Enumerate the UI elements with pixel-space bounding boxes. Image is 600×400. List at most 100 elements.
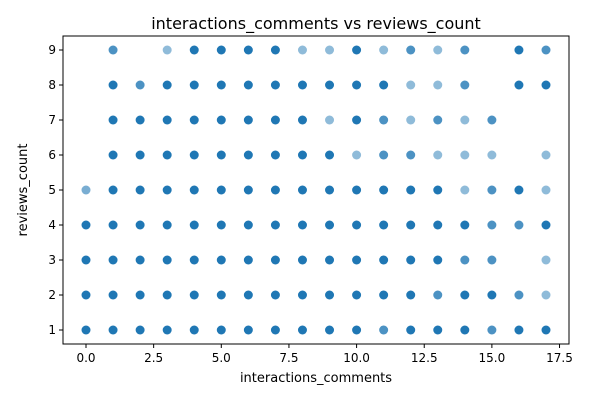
scatter-point — [81, 255, 91, 265]
scatter-point — [379, 185, 389, 195]
scatter-point — [433, 325, 443, 335]
x-tick-label: 12.5 — [411, 351, 438, 365]
scatter-point — [108, 150, 118, 160]
scatter-point — [325, 325, 335, 335]
scatter-point — [162, 325, 172, 335]
scatter-point — [135, 220, 145, 230]
scatter-point — [379, 115, 389, 125]
scatter-point — [460, 220, 470, 230]
scatter-point — [325, 45, 335, 55]
scatter-point — [297, 80, 307, 90]
x-axis: 0.0 2.5 5.0 7.5 10.0 12.5 15.0 17.5 — [76, 344, 573, 365]
x-axis-label: interactions_comments — [240, 371, 392, 386]
x-tick-label: 0.0 — [76, 351, 95, 365]
scatter-point — [270, 255, 280, 265]
scatter-point — [460, 290, 470, 300]
scatter-point — [460, 80, 470, 90]
scatter-point — [108, 80, 118, 90]
scatter-point — [189, 185, 199, 195]
scatter-point — [189, 45, 199, 55]
scatter-point — [487, 185, 497, 195]
scatter-point — [270, 80, 280, 90]
y-tick-label: 3 — [48, 253, 56, 267]
scatter-point — [216, 185, 226, 195]
scatter-point — [243, 325, 253, 335]
scatter-point — [433, 45, 443, 55]
scatter-point — [135, 80, 145, 90]
scatter-point — [270, 150, 280, 160]
scatter-point — [325, 290, 335, 300]
scatter-point — [162, 255, 172, 265]
scatter-point — [379, 325, 389, 335]
scatter-point — [541, 255, 551, 265]
scatter-point — [243, 185, 253, 195]
scatter-point — [541, 150, 551, 160]
scatter-point — [487, 150, 497, 160]
scatter-point — [352, 325, 362, 335]
scatter-point — [243, 290, 253, 300]
y-axis: 1 2 3 4 5 6 7 8 9 — [48, 43, 63, 337]
scatter-point — [433, 80, 443, 90]
scatter-point — [406, 255, 416, 265]
scatter-point — [243, 220, 253, 230]
scatter-point — [243, 45, 253, 55]
scatter-point — [352, 290, 362, 300]
scatter-point — [135, 255, 145, 265]
scatter-point — [514, 220, 524, 230]
scatter-point — [460, 150, 470, 160]
scatter-point — [406, 220, 416, 230]
scatter-point — [162, 185, 172, 195]
scatter-point — [216, 115, 226, 125]
scatter-point — [541, 45, 551, 55]
y-tick-label: 6 — [48, 148, 56, 162]
scatter-point — [270, 290, 280, 300]
scatter-point — [487, 290, 497, 300]
scatter-point — [541, 220, 551, 230]
scatter-point — [162, 290, 172, 300]
scatter-point — [162, 45, 172, 55]
scatter-point — [379, 220, 389, 230]
scatter-point — [189, 220, 199, 230]
scatter-point — [297, 255, 307, 265]
points-layer — [81, 45, 551, 335]
y-axis-label: reviews_count — [16, 144, 31, 237]
scatter-point — [487, 255, 497, 265]
scatter-point — [433, 290, 443, 300]
scatter-point — [379, 45, 389, 55]
scatter-point — [406, 185, 416, 195]
scatter-point — [352, 80, 362, 90]
scatter-point — [81, 325, 91, 335]
scatter-point — [460, 45, 470, 55]
scatter-point — [297, 185, 307, 195]
scatter-point — [379, 255, 389, 265]
scatter-point — [108, 290, 118, 300]
scatter-point — [243, 115, 253, 125]
scatter-point — [270, 185, 280, 195]
scatter-point — [487, 220, 497, 230]
scatter-point — [270, 115, 280, 125]
scatter-point — [379, 150, 389, 160]
x-tick-label: 17.5 — [546, 351, 573, 365]
scatter-point — [379, 80, 389, 90]
scatter-point — [216, 150, 226, 160]
scatter-point — [541, 80, 551, 90]
scatter-point — [433, 255, 443, 265]
scatter-point — [541, 185, 551, 195]
scatter-point — [270, 220, 280, 230]
scatter-point — [216, 220, 226, 230]
scatter-point — [81, 220, 91, 230]
scatter-point — [216, 45, 226, 55]
scatter-point — [270, 325, 280, 335]
chart-title: interactions_comments vs reviews_count — [151, 14, 481, 34]
scatter-point — [81, 290, 91, 300]
y-tick-label: 1 — [48, 323, 56, 337]
y-tick-label: 7 — [48, 113, 56, 127]
scatter-point — [216, 255, 226, 265]
x-tick-label: 15.0 — [479, 351, 506, 365]
x-tick-label: 7.5 — [279, 351, 298, 365]
scatter-point — [352, 115, 362, 125]
scatter-point — [541, 325, 551, 335]
scatter-point — [352, 150, 362, 160]
scatter-point — [135, 150, 145, 160]
